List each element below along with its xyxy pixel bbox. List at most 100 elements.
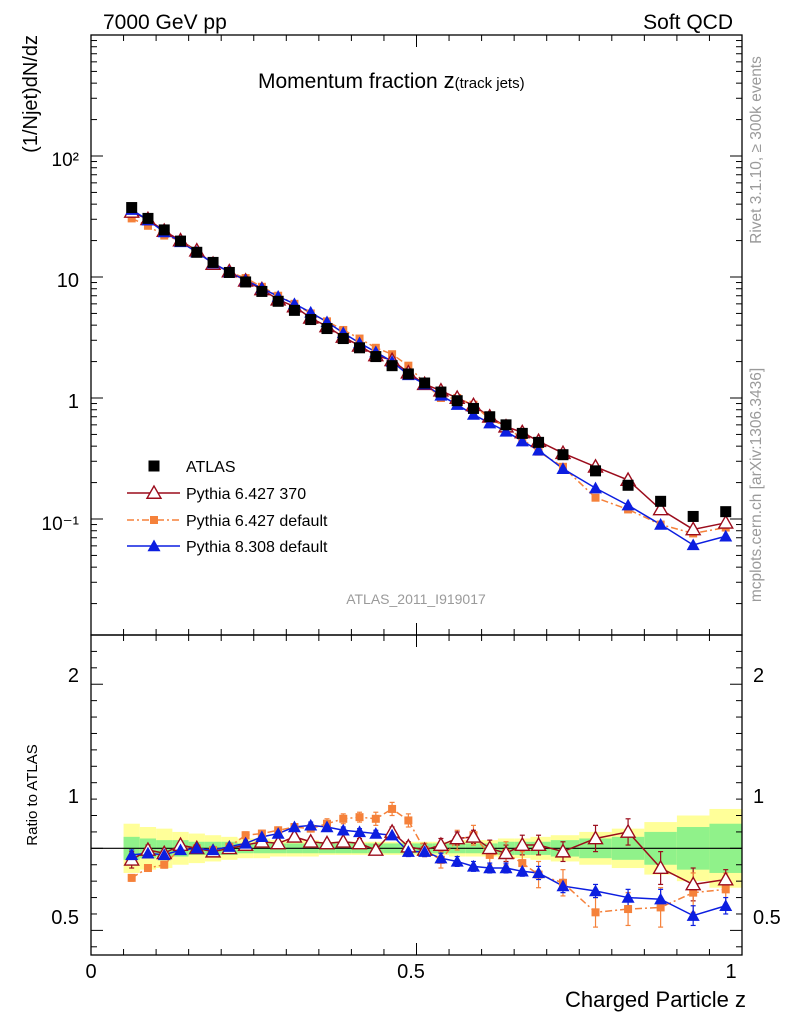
legend — [127, 460, 180, 552]
ratio-point-py8 — [499, 861, 513, 874]
ratio-tick-label-2: 2 — [68, 665, 79, 687]
ratio-point-py6_default — [404, 816, 413, 825]
line-py6_370 — [131, 211, 726, 531]
ratio-point-py6_370 — [351, 834, 368, 850]
point-data — [451, 395, 463, 407]
ratio-point-py6_370 — [318, 834, 336, 850]
y-tick-label-0-1: 10⁻¹ — [42, 514, 80, 535]
ratio-point-py6_370 — [514, 836, 531, 852]
x-tick-label-1: 1 — [725, 961, 736, 983]
point-data — [337, 333, 349, 345]
x-tick-label-0: 0 — [85, 961, 96, 983]
point-data — [419, 377, 431, 389]
ratio-tick-label-right-1: 1 — [753, 786, 764, 808]
ratio-point-py6_370 — [717, 871, 734, 886]
ratio-point-py6_370 — [481, 839, 498, 855]
point-py6_default — [143, 221, 152, 230]
ratio-point-py8 — [353, 825, 367, 838]
point-data — [158, 224, 170, 236]
ratio-point-py6_370 — [269, 834, 287, 850]
x-axis-label: Charged Particle z — [565, 987, 746, 1012]
ratio-point-py6_370 — [684, 876, 702, 891]
ratio-point-py6_default — [355, 813, 364, 822]
ratio-point-py8 — [401, 845, 415, 857]
legend-marker-py8 — [147, 539, 161, 552]
legend-marker-py6-370 — [145, 484, 163, 499]
point-py8 — [686, 538, 700, 551]
ratio-point-py6_default — [656, 903, 665, 912]
ratio-point-py8 — [141, 846, 155, 859]
ratio-point-py6_default — [485, 850, 494, 859]
point-data — [305, 314, 317, 326]
point-data — [687, 510, 699, 522]
legend-label-py6-370: Pythia 6.427 370 — [186, 486, 306, 503]
legend-label-atlas: ATLAS — [186, 459, 236, 476]
rivet-version-label: Rivet 3.1.10, ≥ 300k events — [748, 56, 765, 244]
ratio-point-py6_default — [518, 859, 527, 868]
ratio-point-py8 — [719, 899, 733, 911]
ratio-point-py8 — [190, 841, 204, 854]
ratio-point-py6_370 — [619, 823, 637, 838]
point-py8 — [719, 529, 733, 542]
ratio-point-py6_370 — [367, 841, 385, 856]
ratio-point-py6_370 — [554, 843, 572, 858]
ratio-point-py8 — [621, 891, 635, 903]
ratio-point-py8 — [304, 818, 318, 831]
point-py8 — [483, 416, 497, 429]
point-data — [557, 449, 569, 461]
point-data — [484, 411, 496, 423]
point-py8 — [515, 434, 529, 447]
chart-title: Momentum fraction z(track jets) — [258, 68, 525, 93]
point-data — [386, 360, 398, 372]
point-data — [533, 436, 545, 448]
ratio-point-py8 — [686, 909, 700, 921]
point-data — [175, 235, 187, 247]
ratio-point-py8 — [385, 828, 399, 841]
series-lines — [129, 209, 729, 928]
ratio-point-py8 — [450, 854, 464, 867]
point-data — [435, 386, 447, 398]
ratio-point-py8 — [271, 827, 285, 839]
ratio-point-py8 — [466, 859, 480, 872]
ratio-point-py8 — [157, 848, 171, 861]
x-tick-label-0-5: 0.5 — [397, 961, 425, 983]
point-data — [590, 465, 602, 477]
ratio-point-py6_default — [339, 814, 348, 823]
ratio-point-py6_default — [624, 905, 633, 914]
ratio-point-py8 — [483, 861, 497, 874]
point-data — [354, 342, 366, 354]
point-py6_default — [591, 493, 600, 502]
point-py6_370 — [684, 521, 702, 536]
header-left: 7000 GeV pp — [103, 11, 227, 34]
series-markers — [123, 202, 734, 921]
ratio-point-py6_370 — [652, 859, 669, 874]
ratio-point-py6_default — [721, 885, 730, 894]
point-data — [256, 285, 268, 297]
analysis-id-label: ATLAS_2011_I919017 — [346, 591, 486, 607]
ratio-point-py8 — [125, 848, 139, 861]
point-data — [321, 323, 333, 335]
ratio-point-py8 — [255, 830, 269, 843]
ratio-point-py6_370 — [286, 828, 303, 843]
ratio-point-py8 — [239, 836, 253, 849]
point-py8 — [556, 462, 570, 474]
point-data — [516, 427, 528, 439]
ratio-point-py8 — [222, 840, 236, 852]
ratio-point-py6_default — [160, 860, 169, 869]
ratio-point-py8 — [174, 843, 188, 856]
point-data — [240, 276, 252, 288]
ratio-point-py6_370 — [302, 833, 319, 848]
ratio-point-py6_370 — [497, 844, 515, 860]
ratio-point-py6_370 — [530, 836, 547, 852]
ratio-point-py8 — [532, 866, 546, 879]
point-data — [142, 212, 154, 224]
ratio-panel-frame — [90, 634, 743, 956]
y-tick-label-10: 10 — [57, 270, 79, 292]
y-axis-label: (1/Njet)dN/dz — [20, 35, 42, 153]
legend-label-py8: Pythia 8.308 default — [186, 539, 328, 556]
point-data — [720, 506, 732, 518]
axes-frame — [90, 34, 743, 956]
ratio-point-py8 — [320, 820, 334, 833]
ratio-point-py6_default — [689, 888, 698, 897]
